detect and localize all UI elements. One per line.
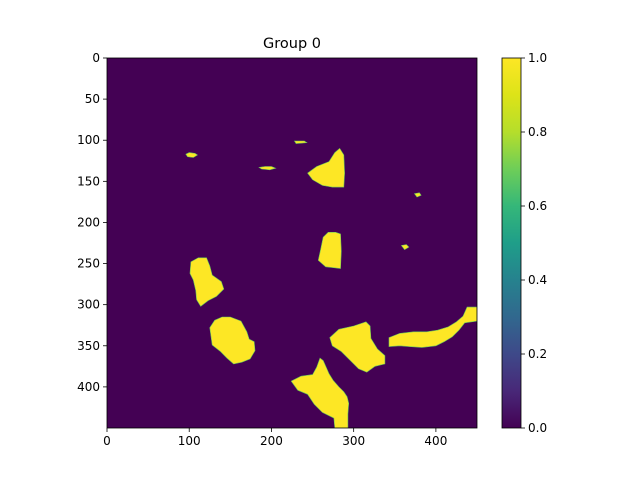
colorbar-tick-label: 0.2 [528, 347, 547, 361]
y-tick-label: 400 [77, 380, 100, 394]
x-axis-ticks: 0 100 200 300 400 [103, 428, 447, 448]
plot-frame [106, 57, 478, 429]
y-tick-label: 150 [77, 174, 100, 188]
y-tick-label: 200 [77, 215, 100, 229]
heatmap-region-blob-310-350 [329, 321, 386, 373]
y-tick-label: 250 [77, 257, 100, 271]
heatmap-regions [185, 140, 477, 428]
heatmap-region-blob-410-334 [388, 306, 477, 348]
colorbar-tick-label: 0.0 [528, 421, 547, 435]
colorbar-tick-label: 0.4 [528, 273, 547, 287]
x-tick-label: 400 [424, 434, 447, 448]
colorbar-tick-label: 0.6 [528, 199, 547, 213]
heatmap-region-blob-275-405 [290, 357, 350, 428]
colorbar [501, 57, 522, 429]
heatmap-region-blob-150-340 [209, 316, 256, 365]
heatmap-region-blob-275-138 [307, 147, 345, 188]
heatmap-region-blob-small-362-230 [400, 244, 410, 250]
y-axis-ticks: 0 50 100 150 200 250 300 350 400 [77, 51, 107, 394]
heatmap-region-blob-small-235-102 [293, 140, 308, 144]
y-tick-label: 350 [77, 339, 100, 353]
x-tick-label: 0 [103, 434, 111, 448]
x-tick-label: 300 [342, 434, 365, 448]
x-tick-label: 100 [178, 434, 201, 448]
y-tick-label: 100 [77, 133, 100, 147]
y-tick-label: 0 [92, 51, 100, 65]
heatmap-region-blob-270-232 [317, 232, 342, 269]
heatmap-background [107, 58, 477, 428]
colorbar-tick-label: 0.8 [528, 125, 547, 139]
x-tick-label: 200 [260, 434, 283, 448]
colorbar-ticks: 0.0 0.2 0.4 0.6 0.8 1.0 [521, 51, 547, 435]
colorbar-tick-label: 1.0 [528, 51, 547, 65]
heatmap-region-blob-117-268 [189, 257, 225, 307]
heatmap-region-blob-small-378-166 [413, 192, 422, 198]
heatmap-region-blob-small-195-133 [258, 166, 277, 171]
y-tick-label: 300 [77, 298, 100, 312]
heatmap-region-blob-small-100-117 [185, 152, 198, 158]
chart-title: Group 0 [263, 36, 321, 52]
y-tick-label: 50 [85, 92, 100, 106]
